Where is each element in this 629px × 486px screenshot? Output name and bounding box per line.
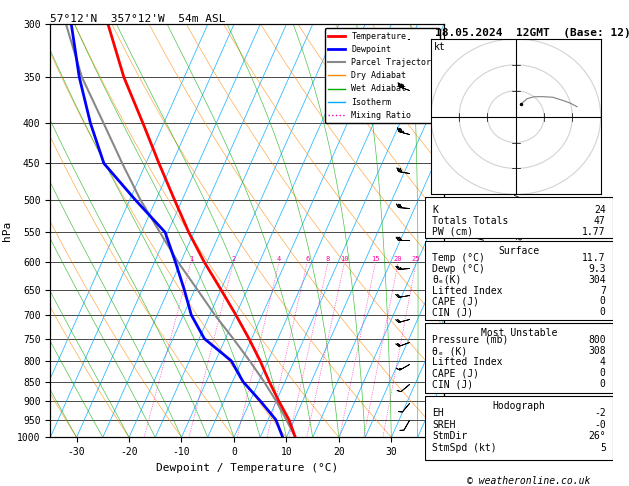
Y-axis label: hPa: hPa <box>1 221 11 241</box>
Text: 20: 20 <box>394 256 403 262</box>
Text: 0: 0 <box>600 368 606 378</box>
Text: 5: 5 <box>600 443 606 453</box>
Text: 18.05.2024  12GMT  (Base: 12): 18.05.2024 12GMT (Base: 12) <box>435 29 629 38</box>
Text: CIN (J): CIN (J) <box>432 307 473 317</box>
Text: kt: kt <box>434 42 446 52</box>
Text: 24: 24 <box>594 205 606 215</box>
Text: 1.77: 1.77 <box>582 227 606 237</box>
Text: Totals Totals: Totals Totals <box>432 216 508 226</box>
FancyBboxPatch shape <box>425 197 613 238</box>
Text: 8: 8 <box>326 256 330 262</box>
Text: 47: 47 <box>594 216 606 226</box>
Text: 0: 0 <box>600 307 606 317</box>
Text: 10: 10 <box>340 256 349 262</box>
Text: -2: -2 <box>594 408 606 418</box>
X-axis label: Dewpoint / Temperature (°C): Dewpoint / Temperature (°C) <box>156 463 338 473</box>
Text: K: K <box>432 205 438 215</box>
Text: 308: 308 <box>588 346 606 356</box>
Text: 304: 304 <box>588 275 606 285</box>
Text: CAPE (J): CAPE (J) <box>432 368 479 378</box>
Text: 6: 6 <box>305 256 309 262</box>
Text: Surface: Surface <box>498 246 540 256</box>
Text: Lifted Index: Lifted Index <box>432 357 503 367</box>
Text: 26°: 26° <box>588 431 606 441</box>
Text: 2: 2 <box>231 256 235 262</box>
Text: CIN (J): CIN (J) <box>432 379 473 389</box>
Text: 57°12'N  357°12'W  54m ASL: 57°12'N 357°12'W 54m ASL <box>50 14 226 23</box>
FancyBboxPatch shape <box>425 396 613 460</box>
Y-axis label: km
ASL: km ASL <box>465 222 487 240</box>
Text: StmDir: StmDir <box>432 431 467 441</box>
Legend: Temperature, Dewpoint, Parcel Trajectory, Dry Adiabat, Wet Adiabat, Isotherm, Mi: Temperature, Dewpoint, Parcel Trajectory… <box>325 29 440 123</box>
Text: 4: 4 <box>277 256 281 262</box>
Text: θₑ (K): θₑ (K) <box>432 346 467 356</box>
Text: -0: -0 <box>594 419 606 430</box>
Text: Lifted Index: Lifted Index <box>432 286 503 295</box>
Text: CAPE (J): CAPE (J) <box>432 296 479 307</box>
FancyBboxPatch shape <box>425 241 613 320</box>
Text: 800: 800 <box>588 335 606 345</box>
Text: Dewp (°C): Dewp (°C) <box>432 264 485 274</box>
Text: 0: 0 <box>600 379 606 389</box>
Text: 7: 7 <box>600 286 606 295</box>
Text: © weatheronline.co.uk: © weatheronline.co.uk <box>467 476 590 486</box>
Text: Most Unstable: Most Unstable <box>481 328 557 338</box>
FancyBboxPatch shape <box>425 323 613 393</box>
Text: Hodograph: Hodograph <box>493 401 545 411</box>
Text: 4: 4 <box>600 357 606 367</box>
Text: StmSpd (kt): StmSpd (kt) <box>432 443 497 453</box>
Text: Pressure (mb): Pressure (mb) <box>432 335 508 345</box>
Text: 11.7: 11.7 <box>582 253 606 263</box>
Text: θₑ(K): θₑ(K) <box>432 275 462 285</box>
Text: PW (cm): PW (cm) <box>432 227 473 237</box>
Text: EH: EH <box>432 408 444 418</box>
Text: 0: 0 <box>600 296 606 307</box>
Text: 15: 15 <box>371 256 380 262</box>
Text: Mixing Ratio (g/kg): Mixing Ratio (g/kg) <box>515 175 525 287</box>
Text: 1: 1 <box>189 256 193 262</box>
Text: 9.3: 9.3 <box>588 264 606 274</box>
Text: LCL: LCL <box>445 419 460 428</box>
Text: 25: 25 <box>412 256 420 262</box>
Text: SREH: SREH <box>432 419 455 430</box>
Text: Temp (°C): Temp (°C) <box>432 253 485 263</box>
